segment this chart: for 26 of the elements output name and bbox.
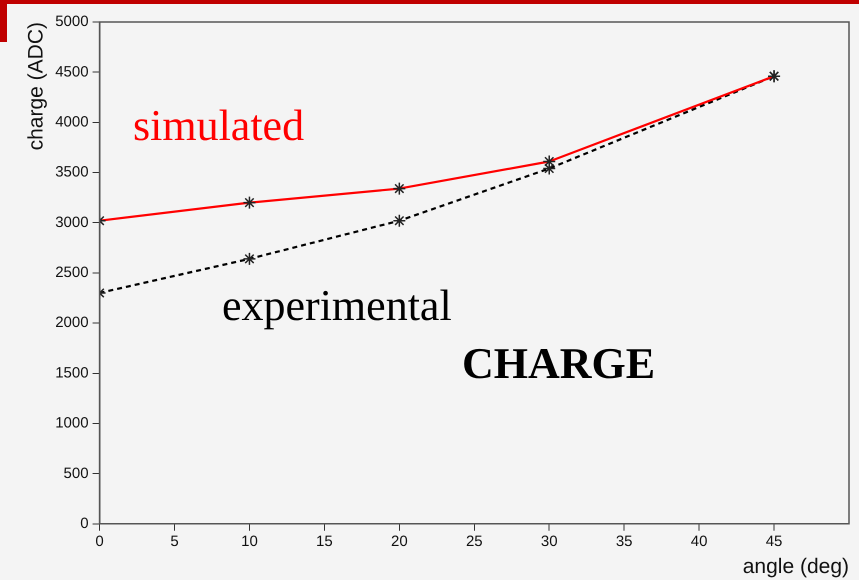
- x-tick-label: 10: [241, 532, 258, 550]
- x-tick-label: 25: [466, 532, 483, 550]
- y-tick-label: 2500: [55, 264, 89, 282]
- annotation: CHARGE: [462, 339, 656, 388]
- x-tick-label: 45: [766, 532, 782, 550]
- y-tick-label: 5000: [55, 13, 89, 30]
- series-label: experimental: [222, 281, 452, 330]
- x-tick-label: 15: [316, 532, 333, 550]
- y-tick-label: 4000: [55, 114, 89, 130]
- x-tick-label: 40: [690, 532, 708, 550]
- x-axis-title: angle (deg): [742, 555, 849, 578]
- x-tick-label: 0: [95, 532, 104, 550]
- y-tick-label: 0: [80, 514, 89, 532]
- y-tick-label: 500: [64, 464, 89, 482]
- x-tick-label: 5: [170, 532, 179, 550]
- y-tick-label: 3500: [55, 164, 89, 181]
- x-tick-label: 20: [391, 532, 408, 550]
- y-tick-label: 2000: [55, 314, 89, 332]
- y-axis-title: charge (ADC): [24, 22, 48, 150]
- x-tick-label: 35: [616, 532, 633, 550]
- x-tick-label: 30: [540, 532, 558, 550]
- series-label: simulated: [133, 101, 304, 150]
- y-tick-label: 4500: [55, 63, 89, 80]
- y-tick-label: 1000: [55, 414, 89, 432]
- y-tick-label: 1500: [55, 364, 89, 382]
- y-tick-label: 3000: [55, 214, 89, 231]
